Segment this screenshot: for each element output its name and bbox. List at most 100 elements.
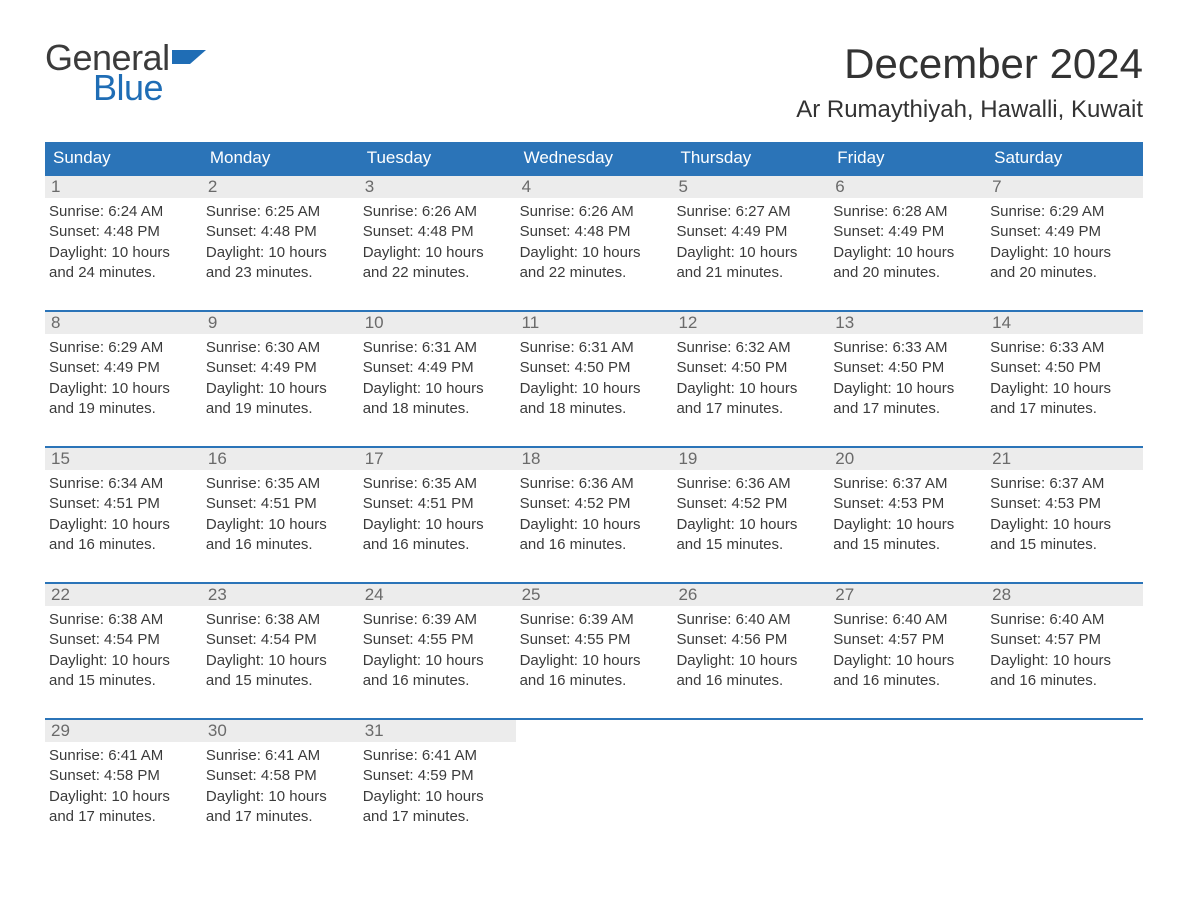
day-line: Daylight: 10 hours bbox=[990, 651, 1139, 671]
day-line: Daylight: 10 hours bbox=[520, 651, 669, 671]
logo-text-blue: Blue bbox=[93, 70, 206, 106]
day-line: and 16 minutes. bbox=[990, 671, 1139, 691]
day-text: Sunrise: 6:41 AMSunset: 4:58 PMDaylight:… bbox=[202, 742, 359, 827]
day-line: and 22 minutes. bbox=[520, 263, 669, 283]
day-cell: 7Sunrise: 6:29 AMSunset: 4:49 PMDaylight… bbox=[986, 176, 1143, 288]
day-line: Sunrise: 6:40 AM bbox=[833, 610, 982, 630]
day-line: Sunset: 4:54 PM bbox=[206, 630, 355, 650]
day-line: and 20 minutes. bbox=[833, 263, 982, 283]
day-line: and 15 minutes. bbox=[49, 671, 198, 691]
day-line: Sunrise: 6:37 AM bbox=[990, 474, 1139, 494]
day-text: Sunrise: 6:25 AMSunset: 4:48 PMDaylight:… bbox=[202, 198, 359, 283]
day-line: Daylight: 10 hours bbox=[833, 651, 982, 671]
day-line: Sunset: 4:51 PM bbox=[206, 494, 355, 514]
day-line: Sunset: 4:50 PM bbox=[833, 358, 982, 378]
day-number: 6 bbox=[829, 176, 986, 198]
day-line: and 21 minutes. bbox=[676, 263, 825, 283]
day-number: 11 bbox=[516, 312, 673, 334]
day-number: 17 bbox=[359, 448, 516, 470]
day-cell: 25Sunrise: 6:39 AMSunset: 4:55 PMDayligh… bbox=[516, 584, 673, 696]
day-line: Daylight: 10 hours bbox=[49, 515, 198, 535]
day-line: Sunset: 4:51 PM bbox=[363, 494, 512, 514]
day-line: Sunrise: 6:36 AM bbox=[520, 474, 669, 494]
day-number: 24 bbox=[359, 584, 516, 606]
day-line: Sunset: 4:48 PM bbox=[520, 222, 669, 242]
day-cell: 4Sunrise: 6:26 AMSunset: 4:48 PMDaylight… bbox=[516, 176, 673, 288]
day-cell: 1Sunrise: 6:24 AMSunset: 4:48 PMDaylight… bbox=[45, 176, 202, 288]
day-header: Friday bbox=[829, 142, 986, 174]
day-cell: 5Sunrise: 6:27 AMSunset: 4:49 PMDaylight… bbox=[672, 176, 829, 288]
day-text: Sunrise: 6:33 AMSunset: 4:50 PMDaylight:… bbox=[829, 334, 986, 419]
day-line: and 16 minutes. bbox=[363, 671, 512, 691]
day-line: Sunset: 4:59 PM bbox=[363, 766, 512, 786]
day-line: Daylight: 10 hours bbox=[833, 515, 982, 535]
day-cell: 26Sunrise: 6:40 AMSunset: 4:56 PMDayligh… bbox=[672, 584, 829, 696]
day-line: and 15 minutes. bbox=[833, 535, 982, 555]
day-number: 22 bbox=[45, 584, 202, 606]
day-line: Sunset: 4:48 PM bbox=[206, 222, 355, 242]
day-line: Sunset: 4:58 PM bbox=[49, 766, 198, 786]
day-number: 28 bbox=[986, 584, 1143, 606]
day-text: Sunrise: 6:38 AMSunset: 4:54 PMDaylight:… bbox=[45, 606, 202, 691]
day-number: 15 bbox=[45, 448, 202, 470]
day-line: Daylight: 10 hours bbox=[206, 243, 355, 263]
day-text: Sunrise: 6:41 AMSunset: 4:58 PMDaylight:… bbox=[45, 742, 202, 827]
week-row: 29Sunrise: 6:41 AMSunset: 4:58 PMDayligh… bbox=[45, 718, 1143, 832]
day-text: Sunrise: 6:41 AMSunset: 4:59 PMDaylight:… bbox=[359, 742, 516, 827]
day-line: and 16 minutes. bbox=[833, 671, 982, 691]
day-line: Daylight: 10 hours bbox=[206, 515, 355, 535]
day-line: Daylight: 10 hours bbox=[833, 243, 982, 263]
day-number: 1 bbox=[45, 176, 202, 198]
day-line: Daylight: 10 hours bbox=[676, 515, 825, 535]
day-line: and 22 minutes. bbox=[363, 263, 512, 283]
day-number: 12 bbox=[672, 312, 829, 334]
day-number: 14 bbox=[986, 312, 1143, 334]
day-cell bbox=[986, 720, 1143, 832]
day-line: Sunrise: 6:28 AM bbox=[833, 202, 982, 222]
day-number: 8 bbox=[45, 312, 202, 334]
day-line: Sunrise: 6:41 AM bbox=[49, 746, 198, 766]
day-line: Daylight: 10 hours bbox=[520, 243, 669, 263]
day-number: 13 bbox=[829, 312, 986, 334]
day-header: Tuesday bbox=[359, 142, 516, 174]
day-number: 23 bbox=[202, 584, 359, 606]
day-line: Daylight: 10 hours bbox=[520, 379, 669, 399]
day-line: and 16 minutes. bbox=[676, 671, 825, 691]
day-line: Daylight: 10 hours bbox=[363, 515, 512, 535]
day-line: Daylight: 10 hours bbox=[206, 379, 355, 399]
day-line: Sunrise: 6:40 AM bbox=[676, 610, 825, 630]
day-line: Daylight: 10 hours bbox=[363, 379, 512, 399]
day-text: Sunrise: 6:36 AMSunset: 4:52 PMDaylight:… bbox=[516, 470, 673, 555]
day-line: Daylight: 10 hours bbox=[49, 379, 198, 399]
day-header: Saturday bbox=[986, 142, 1143, 174]
day-line: Sunset: 4:57 PM bbox=[990, 630, 1139, 650]
day-line: Daylight: 10 hours bbox=[676, 379, 825, 399]
day-header: Thursday bbox=[672, 142, 829, 174]
day-number: 16 bbox=[202, 448, 359, 470]
day-cell: 22Sunrise: 6:38 AMSunset: 4:54 PMDayligh… bbox=[45, 584, 202, 696]
day-number: 31 bbox=[359, 720, 516, 742]
day-text: Sunrise: 6:39 AMSunset: 4:55 PMDaylight:… bbox=[359, 606, 516, 691]
day-line: Daylight: 10 hours bbox=[49, 243, 198, 263]
day-cell: 9Sunrise: 6:30 AMSunset: 4:49 PMDaylight… bbox=[202, 312, 359, 424]
day-cell: 6Sunrise: 6:28 AMSunset: 4:49 PMDaylight… bbox=[829, 176, 986, 288]
day-number: 5 bbox=[672, 176, 829, 198]
day-number: 2 bbox=[202, 176, 359, 198]
day-line: and 17 minutes. bbox=[363, 807, 512, 827]
day-line: Sunset: 4:55 PM bbox=[363, 630, 512, 650]
day-text: Sunrise: 6:39 AMSunset: 4:55 PMDaylight:… bbox=[516, 606, 673, 691]
day-line: Sunset: 4:48 PM bbox=[363, 222, 512, 242]
day-text: Sunrise: 6:31 AMSunset: 4:49 PMDaylight:… bbox=[359, 334, 516, 419]
day-line: Sunrise: 6:39 AM bbox=[520, 610, 669, 630]
day-text: Sunrise: 6:32 AMSunset: 4:50 PMDaylight:… bbox=[672, 334, 829, 419]
day-line: Sunrise: 6:34 AM bbox=[49, 474, 198, 494]
day-line: Sunrise: 6:33 AM bbox=[990, 338, 1139, 358]
day-cell: 23Sunrise: 6:38 AMSunset: 4:54 PMDayligh… bbox=[202, 584, 359, 696]
day-cell: 14Sunrise: 6:33 AMSunset: 4:50 PMDayligh… bbox=[986, 312, 1143, 424]
day-cell: 12Sunrise: 6:32 AMSunset: 4:50 PMDayligh… bbox=[672, 312, 829, 424]
day-line: Daylight: 10 hours bbox=[363, 243, 512, 263]
day-line: Daylight: 10 hours bbox=[49, 651, 198, 671]
day-line: Sunrise: 6:31 AM bbox=[363, 338, 512, 358]
day-line: Sunset: 4:49 PM bbox=[363, 358, 512, 378]
day-line: Sunset: 4:55 PM bbox=[520, 630, 669, 650]
